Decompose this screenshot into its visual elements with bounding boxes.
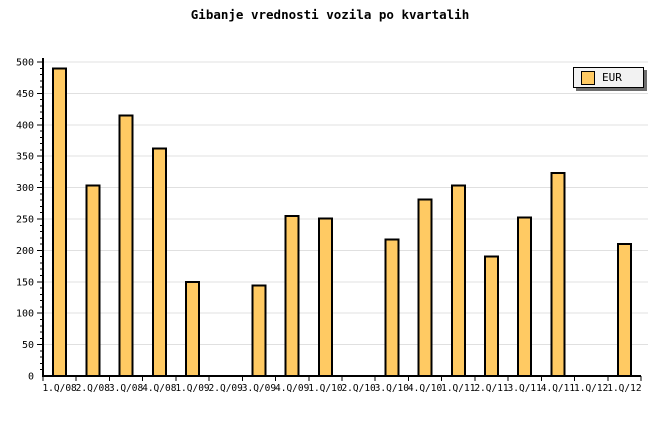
chart-title: Gibanje vrednosti vozila po kvartalih — [190, 7, 470, 22]
x-axis-label: 1.Q/10 — [308, 383, 343, 394]
y-axis-label: 200 — [16, 246, 34, 257]
y-axis-label: 0 — [28, 372, 34, 383]
y-axis-label: 300 — [16, 183, 34, 194]
x-axis-label: 3.Q/08 — [109, 383, 144, 394]
bar-14-3.Q/11 — [517, 216, 533, 377]
x-axis-label: 1.Q/12 — [607, 383, 641, 394]
x-axis-label: 3.Q/10 — [375, 383, 410, 394]
x-axis-label: 4.Q/11 — [541, 383, 576, 394]
x-axis-label: 3.Q/09 — [242, 383, 277, 394]
x-axis-label: 1.Q/11 — [441, 383, 476, 394]
bar-15-4.Q/11 — [550, 172, 566, 377]
legend-box: EUR — [573, 67, 644, 88]
y-axis-label: 350 — [16, 152, 34, 163]
bar-1-2.Q/08 — [85, 184, 101, 377]
x-axis-label: 1.Q/08 — [42, 383, 77, 394]
legend-label: EUR — [602, 71, 622, 84]
bar-7-4.Q/09 — [284, 214, 300, 377]
bar-4-1.Q/09 — [185, 280, 200, 377]
x-axis-label: 1.Q/09 — [175, 383, 210, 394]
bar-13-2.Q/11 — [484, 255, 499, 377]
x-axis-label: 2.Q/11 — [474, 383, 509, 394]
y-axis-label: 500 — [16, 58, 34, 69]
bar-17-1.Q/12 — [616, 243, 632, 377]
x-axis-label: 2.Q/10 — [341, 383, 376, 394]
bar-3-4.Q/08 — [151, 147, 167, 377]
y-axis-label: 150 — [16, 277, 34, 288]
bar-10-3.Q/10 — [384, 238, 400, 377]
bar-2-3.Q/08 — [118, 114, 134, 377]
bar-6-3.Q/09 — [251, 284, 267, 377]
bar-11-4.Q/10 — [417, 198, 433, 377]
x-axis-label: 2.Q/08 — [76, 383, 111, 394]
x-axis-label: 1.Q/12 — [574, 383, 608, 394]
x-axis-label: 3.Q/11 — [508, 383, 543, 394]
y-axis-label: 450 — [16, 89, 34, 100]
y-axis-label: 400 — [16, 120, 34, 131]
x-axis-label: 4.Q/08 — [142, 383, 177, 394]
y-axis-label: 50 — [22, 340, 34, 351]
bar-8-1.Q/10 — [317, 217, 333, 377]
bar-0-1.Q/08 — [52, 67, 68, 377]
bar-12-1.Q/11 — [450, 184, 466, 377]
y-axis-label: 100 — [16, 309, 34, 320]
x-axis-label: 2.Q/09 — [209, 383, 244, 394]
x-axis-label: 4.Q/09 — [275, 383, 310, 394]
y-axis-label: 250 — [16, 215, 34, 226]
legend-swatch-icon — [581, 70, 595, 85]
x-axis-label: 4.Q/10 — [408, 383, 443, 394]
